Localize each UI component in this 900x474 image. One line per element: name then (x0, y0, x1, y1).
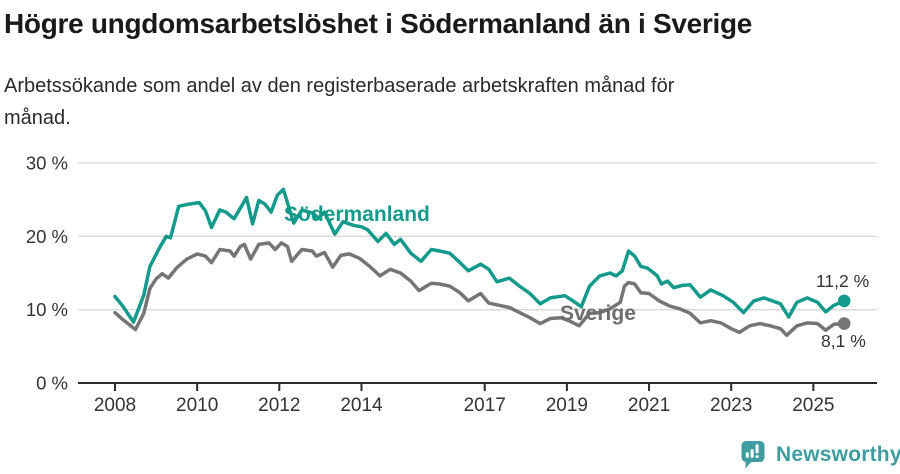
chart-subtitle: Arbetssökande som andel av den registerb… (4, 75, 675, 129)
x-tick-label: 2023 (710, 395, 752, 416)
series-end-dot-sverige (837, 317, 851, 330)
x-tick-label: 2021 (628, 395, 670, 416)
x-tick-label: 2019 (546, 395, 588, 416)
series-label-sodermanland: Södermanland (284, 203, 430, 226)
series-line-sverige (113, 241, 846, 338)
y-tick-label: 20 % (26, 226, 68, 247)
newsworthy-logo-text: Newsworthy (776, 443, 900, 466)
y-tick-label: 10 % (26, 299, 68, 320)
x-tick-label: 2010 (176, 395, 218, 416)
newsworthy-logo[interactable]: Newsworthy (741, 440, 900, 470)
x-tick-label: 2008 (94, 395, 136, 416)
x-tick-label: 2025 (792, 395, 834, 416)
x-tick-label: 2014 (340, 395, 383, 416)
series-end-dot-södermanland (837, 294, 851, 308)
chart-title: Högre ungdomsarbetslöshet i Södermanland… (4, 8, 753, 39)
y-tick-label: 0 % (36, 373, 68, 394)
series-line-södermanland (113, 187, 846, 324)
x-tick-label: 2017 (464, 395, 506, 416)
y-tick-label: 30 % (26, 153, 68, 174)
end-value-label-sodermanland: 11,2 % (816, 271, 870, 291)
series-label-sverige: Sverige (560, 302, 636, 325)
newsworthy-logo-icon (741, 441, 765, 469)
end-value-label-sverige: 8,1 % (821, 331, 866, 351)
x-tick-label: 2012 (258, 395, 300, 416)
